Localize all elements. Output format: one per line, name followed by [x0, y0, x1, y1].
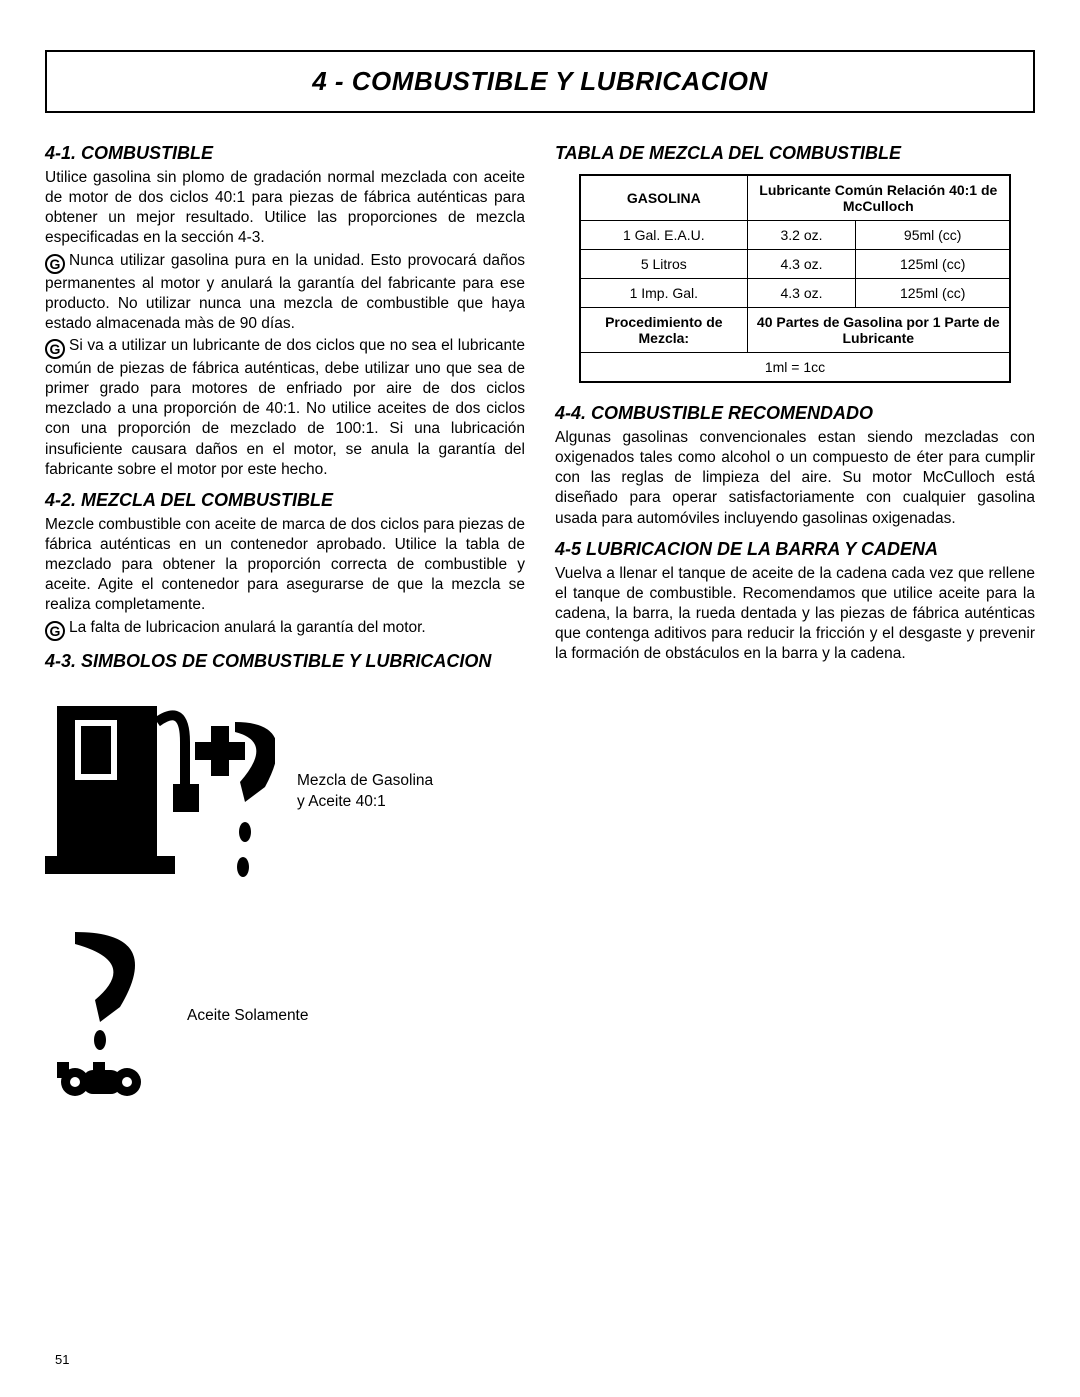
cell: 1 Imp. Gal. [580, 279, 747, 308]
left-column: 4-1. COMBUSTIBLE Utilice gasolina sin pl… [45, 133, 525, 1112]
right-column: TABLA DE MEZCLA DEL COMBUSTIBLE GASOLINA… [555, 133, 1035, 1112]
cell-proc-label: Procedimiento de Mezcla: [580, 308, 747, 353]
symbol-row-oil: Aceite Solamente [45, 922, 525, 1112]
symbol-mix-label: Mezcla de Gasolina y Aceite 40:1 [297, 771, 437, 811]
para-4-1-3: GSi va a utilizar un lubricante de dos c… [45, 336, 525, 480]
para-4-2-2-text: La falta de lubricacion anulará la garan… [69, 619, 426, 636]
cell: 95ml (cc) [856, 221, 1010, 250]
cell: 3.2 oz. [747, 221, 856, 250]
heading-4-4: 4-4. COMBUSTIBLE RECOMENDADO [555, 403, 1035, 424]
section-title: 4 - COMBUSTIBLE Y LUBRICACION [47, 66, 1033, 97]
heading-4-3: 4-3. SIMBOLOS DE COMBUSTIBLE Y LUBRICACI… [45, 651, 525, 672]
para-4-1-1: Utilice gasolina sin plomo de gradación … [45, 168, 525, 249]
cell: 4.3 oz. [747, 279, 856, 308]
cell-proc-val: 40 Partes de Gasolina por 1 Parte de Lub… [747, 308, 1010, 353]
cell: 4.3 oz. [747, 250, 856, 279]
warning-g-icon: G [45, 621, 65, 641]
warning-g-icon: G [45, 339, 65, 359]
table-row: 5 Litros 4.3 oz. 125ml (cc) [580, 250, 1010, 279]
cell: 125ml (cc) [856, 250, 1010, 279]
table-row: 1 Gal. E.A.U. 3.2 oz. 95ml (cc) [580, 221, 1010, 250]
section-header: 4 - COMBUSTIBLE Y LUBRICACION [45, 50, 1035, 113]
para-4-5-1: Vuelva a llenar el tanque de aceite de l… [555, 564, 1035, 665]
warning-g-icon: G [45, 254, 65, 274]
para-4-2-1: Mezcle combustible con aceite de marca d… [45, 515, 525, 616]
table-foot-row: 1ml = 1cc [580, 353, 1010, 383]
table-header-row: GASOLINA Lubricante Común Relación 40:1 … [580, 175, 1010, 221]
th-gasolina: GASOLINA [580, 175, 747, 221]
heading-4-1: 4-1. COMBUSTIBLE [45, 143, 525, 164]
symbol-oil-label: Aceite Solamente [187, 1006, 309, 1026]
cell: 125ml (cc) [856, 279, 1010, 308]
cell-foot: 1ml = 1cc [580, 353, 1010, 383]
heading-4-2: 4-2. MEZCLA DEL COMBUSTIBLE [45, 490, 525, 511]
para-4-4-1: Algunas gasolinas convencionales estan s… [555, 428, 1035, 529]
heading-table: TABLA DE MEZCLA DEL COMBUSTIBLE [555, 143, 1035, 164]
table-proc-row: Procedimiento de Mezcla: 40 Partes de Ga… [580, 308, 1010, 353]
fuel-mix-icon [45, 692, 275, 892]
page-number: 51 [55, 1352, 69, 1367]
table-row: 1 Imp. Gal. 4.3 oz. 125ml (cc) [580, 279, 1010, 308]
heading-4-5: 4-5 LUBRICACION DE LA BARRA Y CADENA [555, 539, 1035, 560]
para-4-2-2: GLa falta de lubricacion anulará la gara… [45, 618, 525, 641]
th-lubricante: Lubricante Común Relación 40:1 de McCull… [747, 175, 1010, 221]
fuel-mix-table: GASOLINA Lubricante Común Relación 40:1 … [579, 174, 1011, 383]
cell: 1 Gal. E.A.U. [580, 221, 747, 250]
para-4-1-3-text: Si va a utilizar un lubricante de dos ci… [45, 337, 525, 478]
para-4-1-2-text: Nunca utilizar gasolina pura en la unida… [45, 252, 525, 332]
content-columns: 4-1. COMBUSTIBLE Utilice gasolina sin pl… [45, 133, 1035, 1112]
symbol-row-mix: Mezcla de Gasolina y Aceite 40:1 [45, 692, 525, 892]
oil-only-icon [45, 922, 165, 1112]
para-4-1-2: GNunca utilizar gasolina pura en la unid… [45, 251, 525, 334]
cell: 5 Litros [580, 250, 747, 279]
